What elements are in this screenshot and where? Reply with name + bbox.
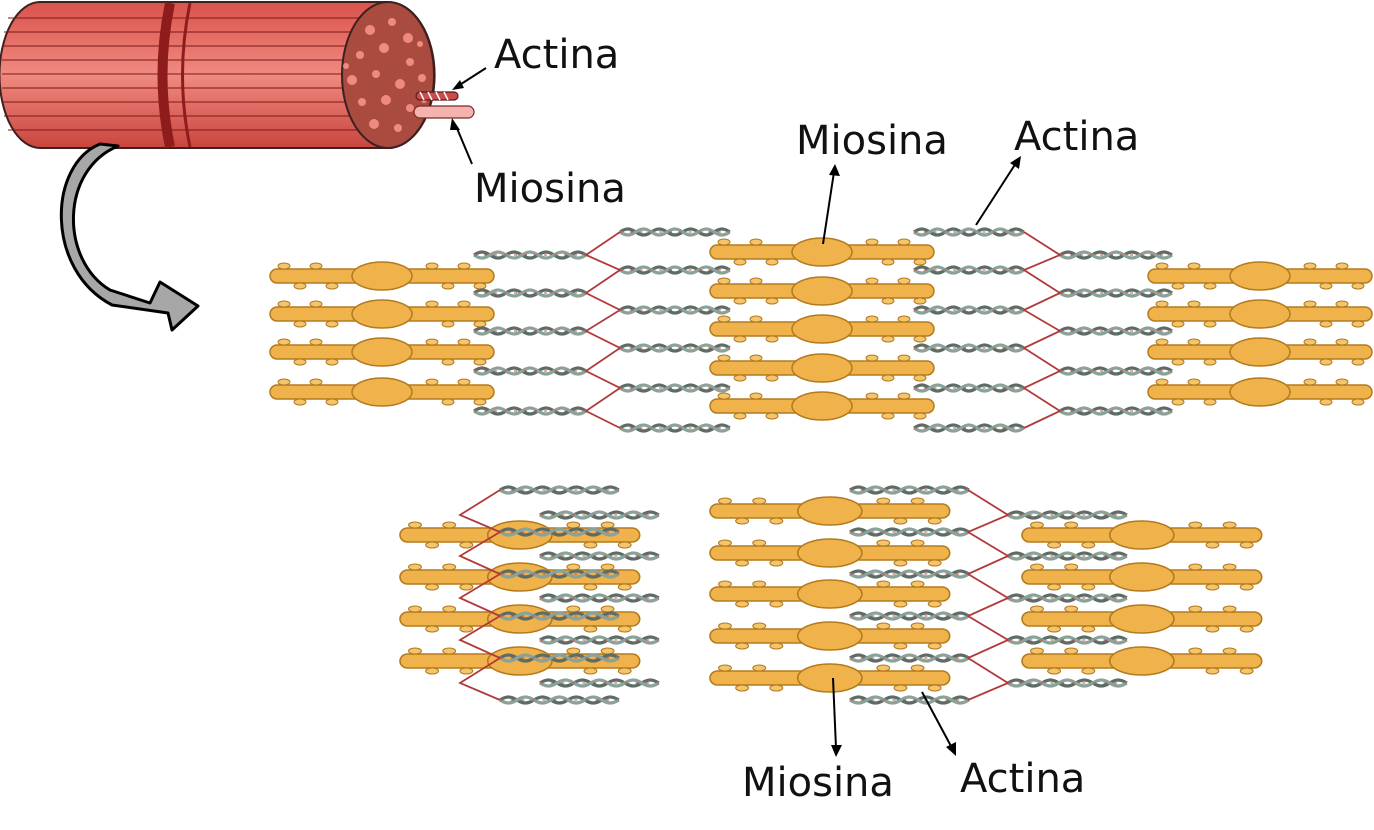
myosin-filament: [709, 314, 935, 344]
actin-filament: [538, 551, 661, 561]
actin-filament: [1006, 635, 1129, 645]
actin-filament: [912, 305, 1026, 315]
fiber-actin-label: Actina: [494, 32, 619, 78]
fiber-myosin-label: Miosina: [474, 166, 626, 212]
myosin-filament: [269, 299, 495, 329]
myosin-filament: [269, 261, 495, 291]
myosin-filament: [709, 276, 935, 306]
actin-filament: [1006, 510, 1129, 520]
z-line: [1022, 231, 1062, 429]
curved-arrow-icon: [59, 142, 200, 332]
myosin-filament: [269, 377, 495, 407]
actin-filament: [912, 265, 1026, 275]
actin-filament: [498, 485, 621, 495]
myosin-filament: [1147, 299, 1373, 329]
myosin-filament: [709, 538, 951, 568]
actin-filament: [1006, 678, 1129, 688]
actin-filament: [1058, 288, 1174, 298]
myosin-filament: [1021, 562, 1263, 592]
fiber-actin-strand: [415, 91, 459, 101]
actin-filament: [538, 593, 661, 603]
myosin-filament: [709, 663, 951, 693]
contracted-myosin-label: Miosina: [742, 760, 894, 806]
actin-filament: [1006, 593, 1129, 603]
actin-filament: [848, 485, 971, 495]
actin-filament: [1006, 551, 1129, 561]
actin-filament: [912, 383, 1026, 393]
actin-filament: [618, 265, 732, 275]
actin-filament: [1058, 406, 1174, 416]
actin-filament: [618, 227, 732, 237]
actin-filament: [912, 227, 1026, 237]
muscle-fiber: [0, 0, 475, 149]
actin-filament: [472, 250, 588, 260]
contracted-sarcomere: [399, 485, 1263, 705]
z-line: [966, 489, 1010, 701]
actin-filament: [1058, 366, 1174, 376]
actin-filament: [618, 343, 732, 353]
myosin-filament: [1021, 646, 1263, 676]
actin-filament: [618, 383, 732, 393]
actin-filament: [498, 695, 621, 705]
actin-filament: [1058, 326, 1174, 336]
myosin-filament: [709, 621, 951, 651]
actin-filament: [912, 423, 1026, 433]
contracted-actin-label: Actina: [960, 756, 1085, 802]
actin-filament: [618, 423, 732, 433]
myosin-filament: [709, 237, 935, 267]
myosin-filament: [1147, 261, 1373, 291]
actin-filament: [848, 695, 971, 705]
myosin-filament: [709, 496, 951, 526]
actin-filament: [538, 635, 661, 645]
actin-filament: [848, 611, 971, 621]
actin-filament: [1058, 250, 1174, 260]
actin-filament: [848, 569, 971, 579]
actin-filament: [472, 366, 588, 376]
myosin-filament: [269, 337, 495, 367]
myosin-filament: [1021, 604, 1263, 634]
myosin-filament: [709, 391, 935, 421]
actin-filament: [848, 527, 971, 537]
relaxed-sarcomere: [269, 227, 1373, 433]
myosin-filament: [709, 353, 935, 383]
myosin-filament: [1021, 520, 1263, 550]
relaxed-actin-label: Actina: [1014, 114, 1139, 160]
myosin-filament: [1147, 377, 1373, 407]
actin-filament: [538, 678, 661, 688]
actin-filament: [472, 326, 588, 336]
myosin-filament: [709, 579, 951, 609]
relaxed-myosin-label: Miosina: [796, 118, 948, 164]
actin-filament: [472, 406, 588, 416]
z-line: [458, 489, 502, 701]
actin-filament: [472, 288, 588, 298]
actin-filament: [848, 653, 971, 663]
myosin-filament: [1147, 337, 1373, 367]
actin-filament: [912, 343, 1026, 353]
actin-filament: [618, 305, 732, 315]
fiber-myosin-strand: [413, 105, 475, 119]
z-line: [584, 231, 622, 429]
actin-filament: [538, 510, 661, 520]
